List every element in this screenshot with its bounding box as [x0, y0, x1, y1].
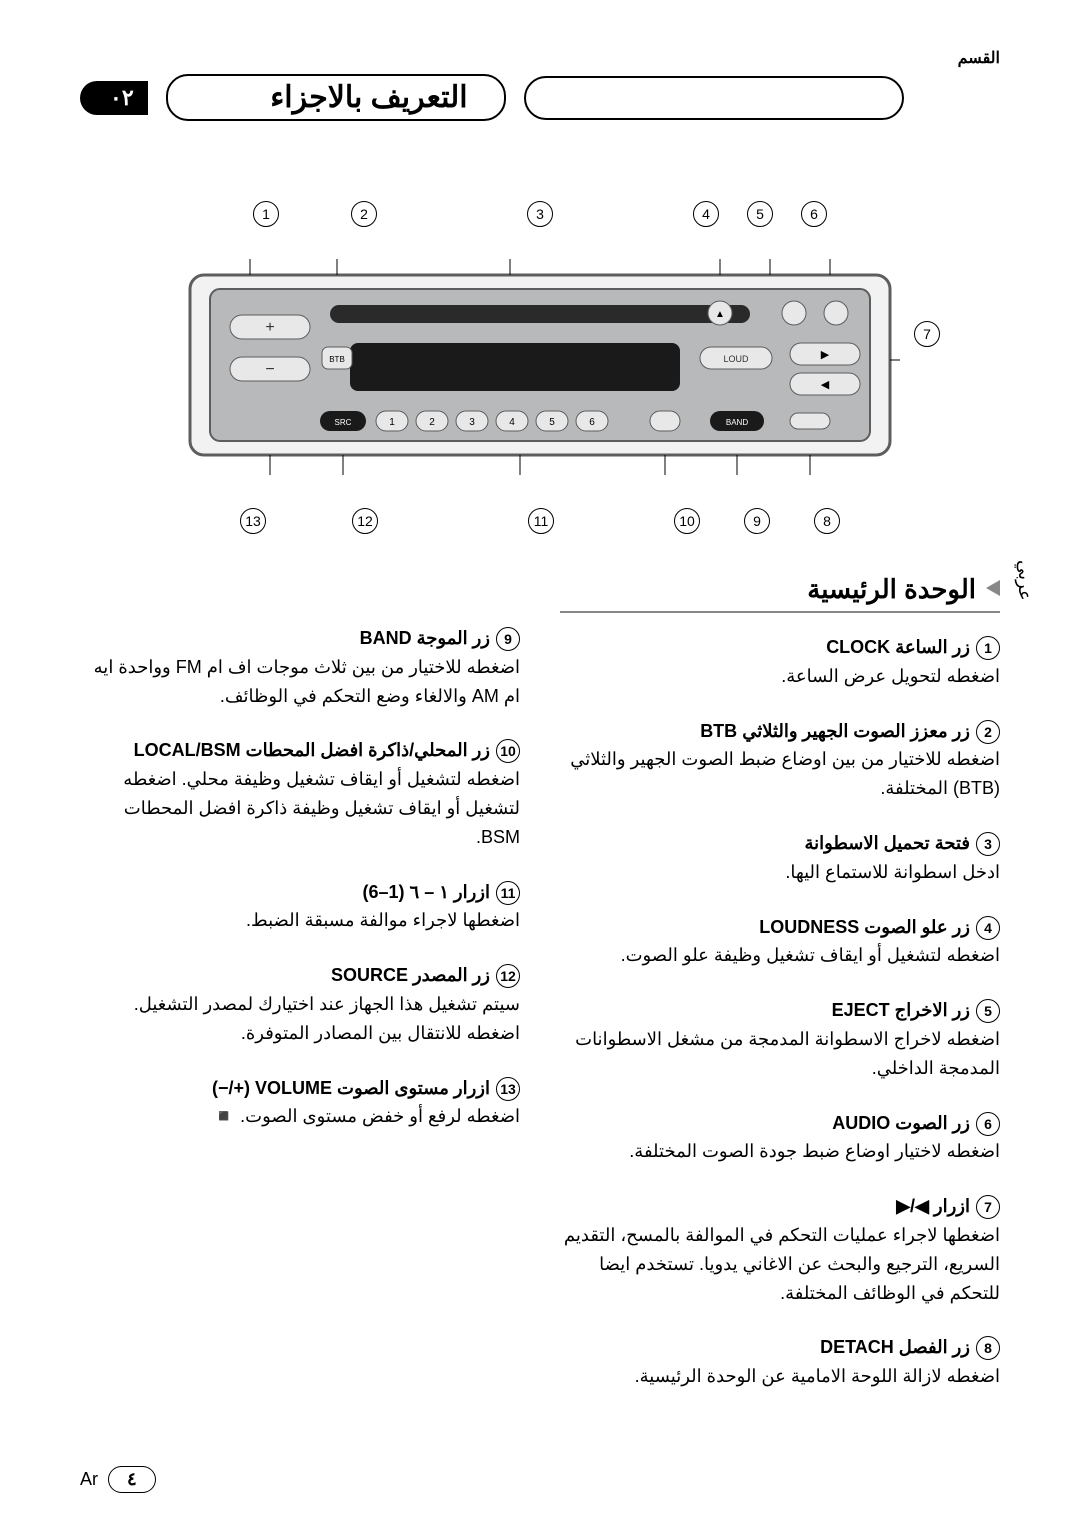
footer-lang: Ar — [80, 1469, 98, 1490]
section-title: التعريف بالاجزاء — [166, 74, 506, 121]
callout-13: 13 — [240, 508, 266, 534]
item-3: 3فتحة تحميل الاسطوانة ادخل اسطوانة للاست… — [560, 829, 1000, 887]
callout-4: 4 — [693, 201, 719, 227]
svg-text:BTB: BTB — [329, 355, 345, 364]
svg-text:−: − — [265, 361, 274, 378]
svg-text:LOUD: LOUD — [723, 354, 749, 364]
subsection-title: الوحدة الرئيسية — [560, 574, 1000, 613]
empty-header-pill — [524, 76, 904, 120]
callout-3: 3 — [527, 201, 553, 227]
svg-text:2: 2 — [429, 417, 435, 428]
svg-text:5: 5 — [549, 417, 555, 428]
footer-page-num: ٤ — [108, 1466, 156, 1493]
callout-5: 5 — [747, 201, 773, 227]
callout-8: 8 — [814, 508, 840, 534]
callout-2: 2 — [351, 201, 377, 227]
svg-text:SRC: SRC — [335, 418, 352, 427]
svg-text:4: 4 — [509, 417, 515, 428]
callout-1: 1 — [253, 201, 279, 227]
svg-text:6: 6 — [589, 417, 595, 428]
device-diagram: 1 2 3 4 5 6 + − ▲ — [80, 201, 1000, 534]
callout-7: 7 — [914, 321, 940, 347]
callout-11: 11 — [528, 508, 554, 534]
side-tab: عربي — [1014, 560, 1036, 601]
item-4: 4زر علو الصوت LOUDNESS اضغطه لتشغيل أو ا… — [560, 913, 1000, 971]
svg-text:1: 1 — [389, 417, 395, 428]
item-1: 1زر الساعة CLOCK اضغطه لتحويل عرض الساعة… — [560, 633, 1000, 691]
section-number-badge: ٠٢ — [80, 81, 148, 115]
section-label: القسم — [958, 48, 1000, 68]
item-6: 6زر الصوت AUDIO اضغطه لاختيار اوضاع ضبط … — [560, 1109, 1000, 1167]
item-7: 7ازرار ◀/▶ اضغطها لاجراء عمليات التحكم ف… — [560, 1192, 1000, 1307]
svg-text:◀: ◀ — [821, 379, 830, 391]
callout-6: 6 — [801, 201, 827, 227]
svg-text:+: + — [265, 319, 274, 336]
svg-text:3: 3 — [469, 417, 475, 428]
callout-10: 10 — [674, 508, 700, 534]
item-12: 12زر المصدر SOURCE سيتم تشغيل هذا الجهاز… — [80, 961, 520, 1047]
callout-9: 9 — [744, 508, 770, 534]
right-column: الوحدة الرئيسية 1زر الساعة CLOCK اضغطه ل… — [560, 574, 1000, 1417]
item-2: 2زر معزز الصوت الجهير والثلاثي BTB اضغطه… — [560, 717, 1000, 803]
page-footer: Ar ٤ — [80, 1466, 156, 1493]
svg-text:▲: ▲ — [715, 309, 725, 320]
header-row: ٠٢ التعريف بالاجزاء — [80, 74, 1000, 121]
left-column: 9زر الموجة BAND اضغطه للاختيار من بين ثل… — [80, 574, 520, 1417]
item-13: 13ازرار مستوى الصوت VOLUME (+/−) اضغطه ل… — [80, 1074, 520, 1132]
item-10: 10زر المحلي/ذاكرة افضل المحطات LOCAL/BSM… — [80, 736, 520, 851]
item-5: 5زر الاخراج EJECT اضغطه لاخراج الاسطوانة… — [560, 996, 1000, 1082]
svg-text:▶: ▶ — [821, 349, 830, 361]
device-svg: + − ▲ LOUD ▶ ◀ BTB SRC — [180, 235, 900, 495]
item-11: 11ازرار ١ – ٦ (1–6) اضغطها لاجراء موالفة… — [80, 878, 520, 936]
item-9: 9زر الموجة BAND اضغطه للاختيار من بين ثل… — [80, 624, 520, 710]
item-8: 8زر الفصل DETACH اضغطه لازالة اللوحة الا… — [560, 1333, 1000, 1391]
svg-text:BAND: BAND — [726, 418, 748, 427]
callout-12: 12 — [352, 508, 378, 534]
